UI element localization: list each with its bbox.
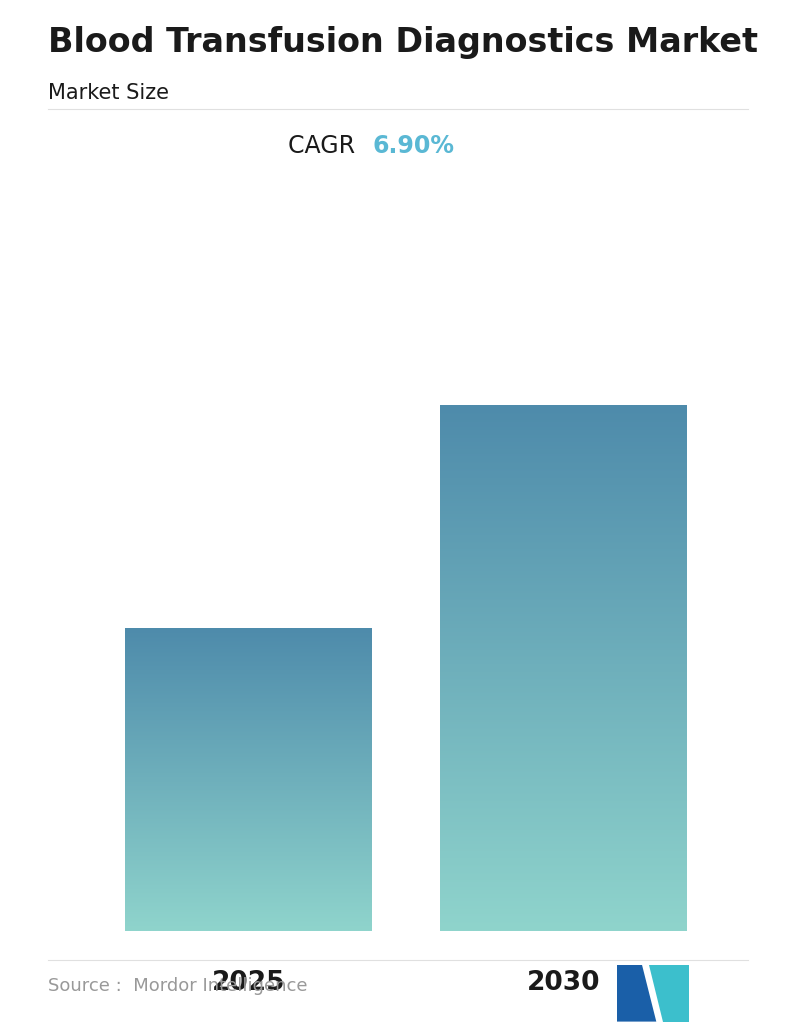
Text: Blood Transfusion Diagnostics Market: Blood Transfusion Diagnostics Market bbox=[48, 26, 758, 59]
Text: Market Size: Market Size bbox=[48, 83, 169, 102]
Text: Source :  Mordor Intelligence: Source : Mordor Intelligence bbox=[48, 977, 307, 995]
Text: 6.90%: 6.90% bbox=[373, 134, 455, 158]
Polygon shape bbox=[649, 965, 689, 1022]
Text: 2025: 2025 bbox=[212, 970, 285, 996]
Text: 2030: 2030 bbox=[527, 970, 600, 996]
Text: CAGR: CAGR bbox=[288, 134, 370, 158]
Polygon shape bbox=[617, 965, 656, 1022]
